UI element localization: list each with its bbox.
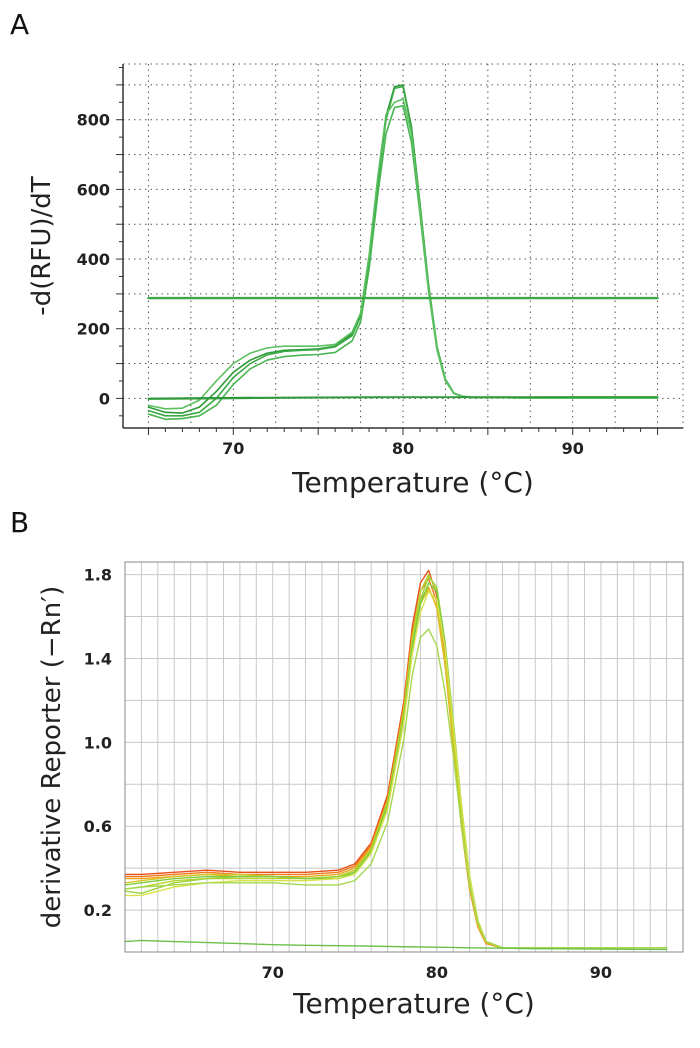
x-axis-title: Temperature (°C)	[291, 466, 534, 499]
panel-letter-a: A	[10, 8, 30, 41]
axes	[124, 561, 684, 953]
x-tick-label: 90	[562, 439, 584, 458]
plot-frame	[124, 561, 684, 953]
y-axis-title: derivative Reporter (−Rn′)	[37, 586, 67, 928]
y-tick-label: 600	[77, 180, 110, 199]
x-tick-label: 90	[590, 963, 612, 982]
gridlines	[124, 562, 684, 952]
y-tick-label: 1.4	[84, 649, 112, 668]
series-group	[147, 84, 659, 421]
y-tick-label: 400	[77, 250, 110, 269]
chart-b: 70 80 90 0.2 0.6 1.0 1.4 1.8 Temperature (°C) der…	[37, 561, 684, 1020]
axes	[116, 63, 684, 435]
chart-a: 70 80 90 0 200 400 600 800 Temperature (°C) -d(RF…	[27, 63, 684, 499]
y-tick-label: 1.8	[84, 566, 112, 585]
x-tick-label: 80	[426, 963, 448, 982]
y-tick-label: 1.0	[84, 733, 112, 752]
series-line	[147, 84, 659, 414]
series-line	[124, 939, 668, 951]
x-tick-label: 70	[222, 439, 244, 458]
y-tick-label: 200	[77, 320, 110, 339]
series-line	[124, 628, 668, 949]
x-axis-title: Temperature (°C)	[292, 987, 535, 1020]
y-axis-title: -d(RFU)/dT	[27, 176, 57, 315]
series-group	[124, 569, 668, 951]
gridlines	[123, 64, 683, 428]
y-tick-label: 0.2	[84, 901, 112, 920]
series-line	[124, 590, 668, 949]
x-tick-label: 80	[392, 439, 414, 458]
y-tick-label: 0.6	[84, 817, 112, 836]
y-tick-label: 0	[99, 389, 110, 408]
y-tick-label: 800	[77, 111, 110, 130]
x-tick-label: 70	[262, 963, 284, 982]
panel-letter-b: B	[10, 506, 30, 539]
series-line	[147, 396, 659, 400]
